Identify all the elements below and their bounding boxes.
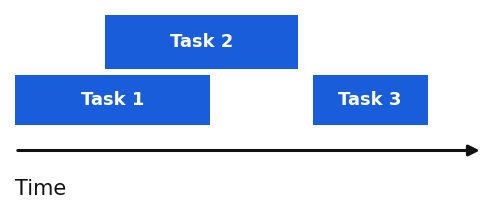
Text: Task 1: Task 1 xyxy=(81,91,144,109)
Text: Task 3: Task 3 xyxy=(338,91,402,109)
Text: Time: Time xyxy=(15,179,66,199)
Text: Task 2: Task 2 xyxy=(170,33,233,51)
